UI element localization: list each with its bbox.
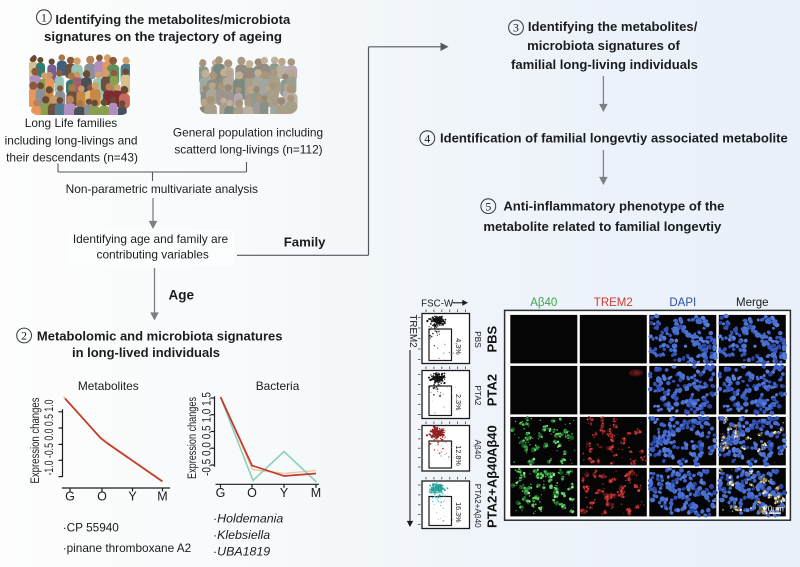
svg-text:scatterd long-livings (n=112): scatterd long-livings (n=112) [174, 143, 322, 157]
svg-text:2.3%: 2.3% [454, 394, 463, 411]
svg-text:familial long-living individua: familial long-living individuals [511, 57, 698, 72]
svg-text:G: G [216, 486, 226, 500]
svg-text:Expression changes: Expression changes [185, 397, 199, 479]
svg-text:Y: Y [280, 486, 289, 500]
svg-text:Family: Family [284, 234, 326, 249]
svg-text:2: 2 [21, 329, 27, 343]
svg-text:in long-lived individuals: in long-lived individuals [72, 345, 220, 360]
svg-text:Metabolites: Metabolites [78, 379, 139, 393]
svg-text:signatures on the trajectory o: signatures on the trajectory of ageing [44, 29, 282, 44]
svg-text:Metabolomic and microbiota sig: Metabolomic and microbiota signatures [37, 328, 283, 343]
svg-text:16.3%: 16.3% [454, 502, 463, 523]
svg-text:Age: Age [169, 287, 195, 302]
svg-text:20μm: 20μm [763, 504, 784, 513]
svg-text:O: O [247, 486, 257, 500]
svg-text:Merge: Merge [736, 297, 769, 309]
svg-text:Y: Y [128, 489, 137, 503]
svg-text:Aβ40: Aβ40 [473, 440, 482, 460]
svg-text:-0.5 0.0 0.5 1.0 1.5: -0.5 0.0 0.5 1.0 1.5 [200, 392, 214, 476]
svg-text:Non-parametric multivariate an: Non-parametric multivariate analysis [66, 182, 258, 196]
svg-text:·pinane thromboxane A2: ·pinane thromboxane A2 [63, 541, 192, 555]
svg-text:PBS: PBS [485, 325, 500, 352]
svg-text:·Holdemania: ·Holdemania [213, 512, 283, 526]
svg-text:-1.0 -0.5 0.0 0.5 1.0: -1.0 -0.5 0.0 0.5 1.0 [42, 399, 56, 475]
svg-text:Bacteria: Bacteria [256, 379, 300, 393]
svg-text:3: 3 [513, 21, 519, 35]
svg-text:·Klebsiella: ·Klebsiella [213, 528, 270, 542]
svg-text:General population including: General population including [173, 125, 323, 139]
svg-text:Aβ40: Aβ40 [485, 425, 500, 457]
svg-text:12.8%: 12.8% [454, 445, 463, 466]
svg-text:Identifying the metabolites/: Identifying the metabolites/ [528, 19, 698, 34]
svg-text:Identifying the metabolites/mi: Identifying the metabolites/microbiota [55, 12, 291, 27]
svg-text:Identifying age and family are: Identifying age and family are [73, 232, 229, 246]
svg-text:·CP 55940: ·CP 55940 [63, 521, 120, 535]
svg-text:Expression changes: Expression changes [28, 398, 42, 484]
svg-text:contributing variables: contributing variables [97, 248, 209, 262]
svg-text:TREM2: TREM2 [407, 314, 418, 347]
svg-text:O: O [97, 489, 107, 503]
svg-text:G: G [65, 489, 75, 503]
svg-text:M: M [157, 489, 167, 503]
svg-text:·UBA1819: ·UBA1819 [213, 545, 270, 559]
svg-text:Identification of familial lon: Identification of familial longevtiy ass… [440, 131, 788, 146]
svg-text:PTA2: PTA2 [473, 386, 482, 406]
svg-text:4.3%: 4.3% [454, 338, 463, 355]
svg-text:FSC-W: FSC-W [421, 299, 454, 310]
svg-text:TREM2: TREM2 [594, 297, 633, 309]
svg-text:PTA2+Aβ40: PTA2+Aβ40 [485, 456, 500, 528]
svg-text:DAPI: DAPI [669, 297, 696, 309]
svg-text:their descendants (n=43): their descendants (n=43) [6, 151, 138, 165]
svg-text:Long Life families: Long Life families [25, 116, 118, 130]
svg-text:1: 1 [41, 10, 47, 24]
svg-text:including long-livings and: including long-livings and [5, 133, 138, 147]
svg-text:Aβ40: Aβ40 [530, 297, 557, 309]
svg-text:4: 4 [424, 131, 430, 145]
svg-text:metabolite related to familial: metabolite related to familial longevtiy [483, 219, 722, 234]
svg-text:microbiota signatures of: microbiota signatures of [527, 38, 680, 53]
svg-text:PTA2+Aβ40: PTA2+Aβ40 [473, 484, 482, 528]
svg-text:5: 5 [485, 199, 491, 213]
svg-text:PBS: PBS [473, 331, 482, 348]
svg-text:PTA2: PTA2 [485, 374, 500, 406]
svg-text:M: M [311, 486, 321, 500]
svg-text:Anti-inflammatory phenotype of: Anti-inflammatory phenotype of the [503, 198, 724, 213]
